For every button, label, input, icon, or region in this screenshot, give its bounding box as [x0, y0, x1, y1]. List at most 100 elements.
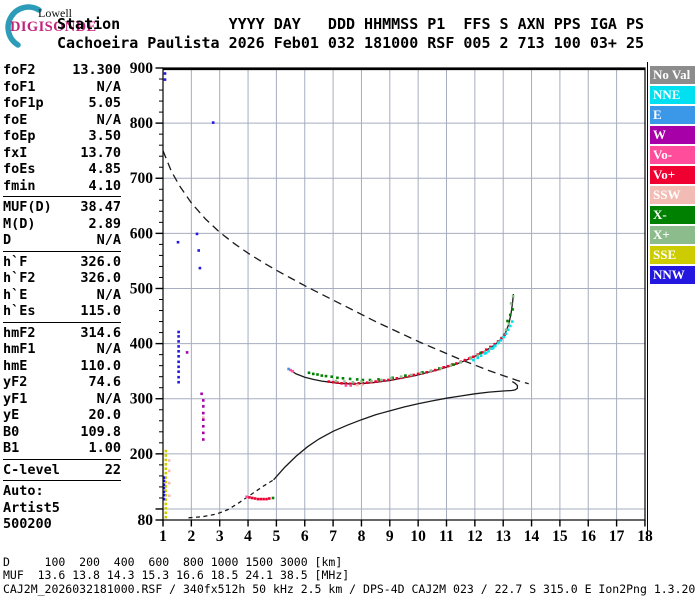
- param-label: foF1p: [3, 95, 44, 111]
- param-label: h`Es: [3, 303, 36, 319]
- param-value: 3.50: [88, 128, 121, 144]
- param-label: hmF1: [3, 341, 36, 357]
- param-separator: [3, 196, 121, 197]
- param-row: foEp 3.50: [3, 128, 121, 145]
- svg-text:18: 18: [637, 528, 653, 545]
- param-value: N/A: [96, 341, 121, 357]
- legend-item-x+: X+: [650, 226, 695, 244]
- param-label: foF2: [3, 62, 36, 78]
- svg-text:200: 200: [130, 446, 153, 463]
- param-value: 115.0: [80, 303, 121, 319]
- param-value: 314.6: [80, 324, 121, 341]
- param-value: 4.10: [88, 177, 121, 194]
- param-row: foE N/A: [3, 112, 121, 129]
- echoes-vo+: [248, 333, 506, 501]
- param-value: N/A: [96, 232, 121, 248]
- param-row: yF1 N/A: [3, 391, 121, 408]
- echo-points: [162, 72, 515, 519]
- legend-item-sse: SSE: [650, 246, 695, 264]
- echoes-w: [185, 351, 205, 441]
- param-value: 4.85: [88, 161, 121, 177]
- param-row: foF2 13.300: [3, 62, 121, 79]
- param-row: hmF2 314.6: [3, 325, 121, 342]
- legend-item-vo-: Vo-: [650, 146, 695, 164]
- param-label: foEs: [3, 161, 36, 177]
- svg-text:9: 9: [386, 528, 394, 545]
- param-row: yE 20.0: [3, 407, 121, 424]
- svg-text:80: 80: [138, 512, 154, 529]
- echoes-sse: [164, 449, 168, 519]
- param-label: 500200: [3, 516, 52, 532]
- svg-text:6: 6: [301, 528, 309, 545]
- param-label: B0: [3, 423, 20, 440]
- svg-text:500: 500: [130, 280, 153, 297]
- svg-text:400: 400: [130, 336, 153, 353]
- echoes-x-: [271, 308, 514, 500]
- legend-divider: [647, 62, 648, 540]
- svg-text:800: 800: [130, 115, 153, 132]
- parameter-panel: foF2 13.300 foF1 N/A foF1p 5.05 foE N/A foEp 3.50…: [3, 62, 121, 533]
- param-separator: [3, 321, 121, 323]
- param-label: foEp: [3, 128, 36, 144]
- svg-text:16: 16: [581, 528, 597, 545]
- param-value: 5.05: [88, 95, 121, 111]
- param-label: yE: [3, 407, 20, 423]
- param-label: h`F: [3, 253, 28, 270]
- curve-transmission-curve: [162, 150, 529, 385]
- param-label: C-level: [3, 461, 60, 478]
- param-separator: [3, 480, 121, 481]
- svg-text:1: 1: [159, 528, 167, 545]
- svg-text:15: 15: [552, 528, 568, 545]
- svg-text:14: 14: [524, 528, 540, 545]
- logo-lowell-text: Lowell: [38, 6, 72, 20]
- svg-text:5: 5: [273, 528, 281, 545]
- distance-row: D 100 200 400 600 800 1000 1500 3000 [km…: [3, 555, 343, 569]
- param-separator: [3, 458, 121, 460]
- logo-digisonde-text: DIGISONDE: [10, 19, 97, 35]
- legend-item-nne: NNE: [650, 86, 695, 104]
- svg-text:600: 600: [130, 225, 153, 242]
- header-field-labels: Station YYYY DAY DDD HHMMSS P1 FFS S AXN…: [57, 15, 644, 33]
- param-row: M(D) 2.89: [3, 216, 121, 233]
- param-value: 22: [104, 461, 121, 478]
- curve-profile: [273, 381, 519, 481]
- svg-text:12: 12: [467, 528, 483, 545]
- param-row: C-level 22: [3, 462, 121, 479]
- param-value: N/A: [96, 286, 121, 303]
- param-value: N/A: [96, 111, 121, 128]
- echoes-nnw: [162, 72, 215, 501]
- param-value: 110.0: [80, 357, 121, 374]
- param-label: hmE: [3, 357, 28, 374]
- param-row: fmin 4.10: [3, 178, 121, 195]
- param-label: h`E: [3, 286, 28, 303]
- svg-text:3: 3: [216, 528, 224, 545]
- param-row: foF1 N/A: [3, 79, 121, 96]
- param-value: 13.70: [80, 144, 121, 161]
- grid: [163, 68, 645, 520]
- param-value: 109.8: [80, 423, 121, 440]
- param-label: foF1: [3, 78, 36, 95]
- param-row: foF1p 5.05: [3, 95, 121, 112]
- param-row: B0 109.8: [3, 424, 121, 441]
- svg-text:11: 11: [439, 528, 454, 545]
- file-info-row: CAJ2M_2026032181000.RSF / 340fx512h 50 k…: [3, 582, 696, 596]
- param-label: fmin: [3, 177, 36, 194]
- svg-text:10: 10: [410, 528, 426, 545]
- param-row: B1 1.00: [3, 440, 121, 457]
- legend-item-nnw: NNW: [650, 266, 695, 284]
- legend-item-e: E: [650, 106, 695, 124]
- echoes-nne: [472, 320, 514, 362]
- param-label: Auto:: [3, 483, 44, 499]
- echoes-ssw: [167, 383, 364, 497]
- param-label: foE: [3, 111, 28, 128]
- param-value: 2.89: [88, 215, 121, 232]
- legend-item-vo+: Vo+: [650, 166, 695, 184]
- param-label: MUF(D): [3, 199, 52, 215]
- param-label: hmF2: [3, 324, 36, 341]
- svg-text:700: 700: [130, 170, 153, 187]
- param-value: 13.300: [72, 62, 121, 78]
- param-label: yF2: [3, 374, 28, 390]
- param-row: foEs 4.85: [3, 161, 121, 178]
